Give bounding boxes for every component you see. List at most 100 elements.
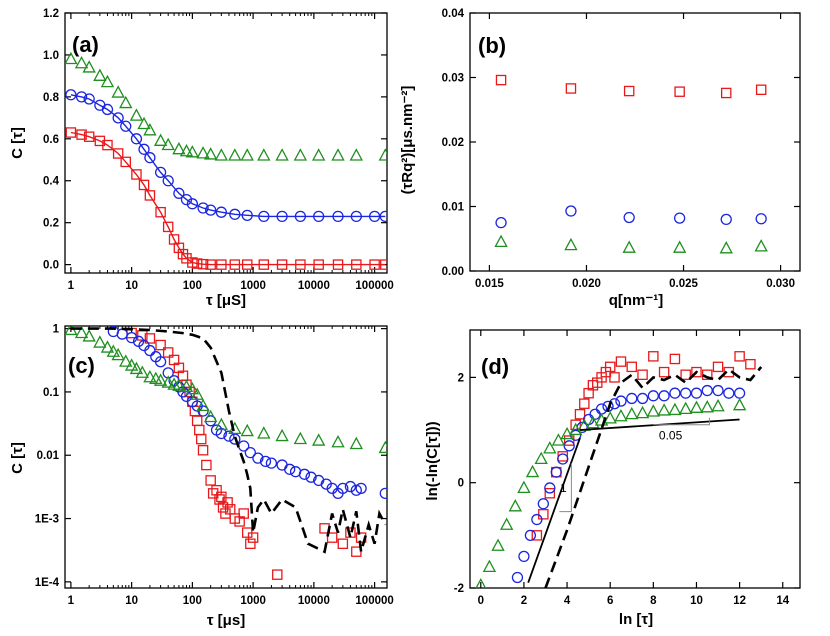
data-point-circle (298, 468, 311, 480)
data-point-triangle (179, 144, 194, 157)
data-point-triangle (331, 148, 345, 161)
data-point-square (332, 259, 344, 270)
x-tick-label: 0.030 (766, 278, 795, 290)
panel-label: (d) (481, 354, 509, 379)
y-tick-label: 0.04 (442, 8, 465, 20)
data-point-square (229, 259, 241, 270)
data-point-triangle (482, 559, 497, 572)
data-point-triangle (119, 354, 133, 367)
data-point-triangle (700, 400, 714, 413)
data-point-square (557, 451, 568, 462)
data-point-square (76, 129, 87, 140)
data-point-circle (615, 395, 627, 407)
x-axis-label: τ [μS] (206, 292, 246, 309)
slope-triangle-2 (653, 417, 710, 426)
data-point-circle (154, 166, 167, 179)
data-point-circle (565, 205, 577, 217)
data-point-circle (284, 463, 296, 475)
data-point-triangle (82, 60, 96, 73)
data-point-circle (116, 328, 128, 340)
data-point-circle (241, 209, 253, 221)
data-point-triangle (275, 148, 289, 161)
data-point-square (623, 85, 635, 97)
data-point-triangle (257, 148, 271, 161)
data-point-triangle (153, 373, 168, 386)
data-point-circle (258, 210, 270, 223)
data-point-square (120, 156, 131, 168)
data-point-square (495, 74, 507, 86)
data-point-circle (626, 392, 638, 405)
data-point-square (155, 206, 166, 218)
data-point-circle (636, 392, 649, 405)
data-point-triangle (203, 409, 218, 423)
x-tick-label: 1000 (240, 595, 266, 607)
data-point-triangle (517, 480, 531, 494)
data-point-square (276, 259, 288, 270)
panel-2: 0.015 0.020 0.025 0.030 0.00 0.01 0.02 0.03 0.04… (399, 8, 801, 309)
data-point-triangle (172, 141, 186, 155)
data-point-triangle (349, 148, 364, 161)
x-tick-label: 1 (68, 595, 75, 607)
data-point-triangle (143, 369, 157, 383)
data-point-circle (65, 89, 77, 101)
data-point-circle (379, 487, 387, 500)
data-point-triangle (257, 426, 271, 439)
data-point-circle (350, 484, 362, 496)
panel-1: 1 10 100 1000 10000 100000 0.0 0.2 0.4 0.6 0.8 1.0 1… (9, 8, 394, 309)
data-point-circle (332, 210, 344, 223)
data-point-triangle (311, 433, 326, 446)
x-tick-label: 1 (68, 280, 75, 292)
data-point-square (258, 259, 270, 270)
data-point-triangle (119, 95, 133, 109)
x-axis-label: τ [μs] (207, 612, 245, 629)
data-point-triangle (551, 433, 566, 446)
data-point-circle (669, 387, 681, 399)
data-layer (65, 326, 387, 580)
panel-label: (b) (478, 33, 506, 58)
y-axis-label: C [τ] (9, 127, 26, 159)
data-point-triangle (214, 148, 229, 161)
data-point-triangle (564, 237, 578, 251)
data-point-triangle (349, 436, 364, 450)
data-point-circle (154, 356, 167, 368)
data-point-triangle (129, 108, 144, 121)
dashed-curve (544, 366, 763, 588)
data-point-triangle (135, 365, 150, 378)
data-point-triangle (240, 148, 254, 161)
x-tick-label: 8 (650, 595, 657, 607)
data-point-triangle (614, 408, 628, 422)
data-point-square (538, 509, 549, 520)
data-point-triangle (711, 398, 725, 412)
x-tick-label: 10 (690, 595, 703, 607)
data-point-circle (186, 198, 199, 210)
data-point-circle (265, 457, 278, 469)
data-point-square (245, 538, 256, 549)
data-point-square (112, 148, 124, 159)
data-point-circle (495, 216, 507, 229)
data-point-square (144, 333, 156, 344)
x-tick-label: 0.020 (572, 278, 601, 290)
data-point-triangle (499, 517, 514, 530)
data-point-circle (125, 332, 138, 344)
y-tick-label: 0.6 (43, 134, 59, 146)
data-point-circle (138, 143, 150, 155)
data-point-circle (723, 387, 735, 399)
x-tick-label: 1000 (240, 280, 266, 292)
y-tick-label: 2 (458, 372, 464, 384)
plot-frame (469, 329, 801, 589)
data-point-square (247, 532, 259, 543)
data-point-square (102, 139, 113, 151)
data-point-circle (305, 471, 317, 483)
data-point-triangle (491, 538, 505, 551)
plot-frame (469, 12, 801, 272)
data-point-triangle (293, 148, 308, 161)
data-point-triangle (586, 415, 600, 429)
data-point-circle (368, 210, 381, 223)
x-tick-label: 100 (183, 280, 202, 292)
data-point-circle (112, 112, 124, 124)
data-point-square (195, 433, 207, 445)
data-point-square (734, 351, 745, 362)
data-point-circle (563, 440, 575, 452)
data-point-circle (557, 453, 569, 465)
series-red (531, 351, 756, 541)
